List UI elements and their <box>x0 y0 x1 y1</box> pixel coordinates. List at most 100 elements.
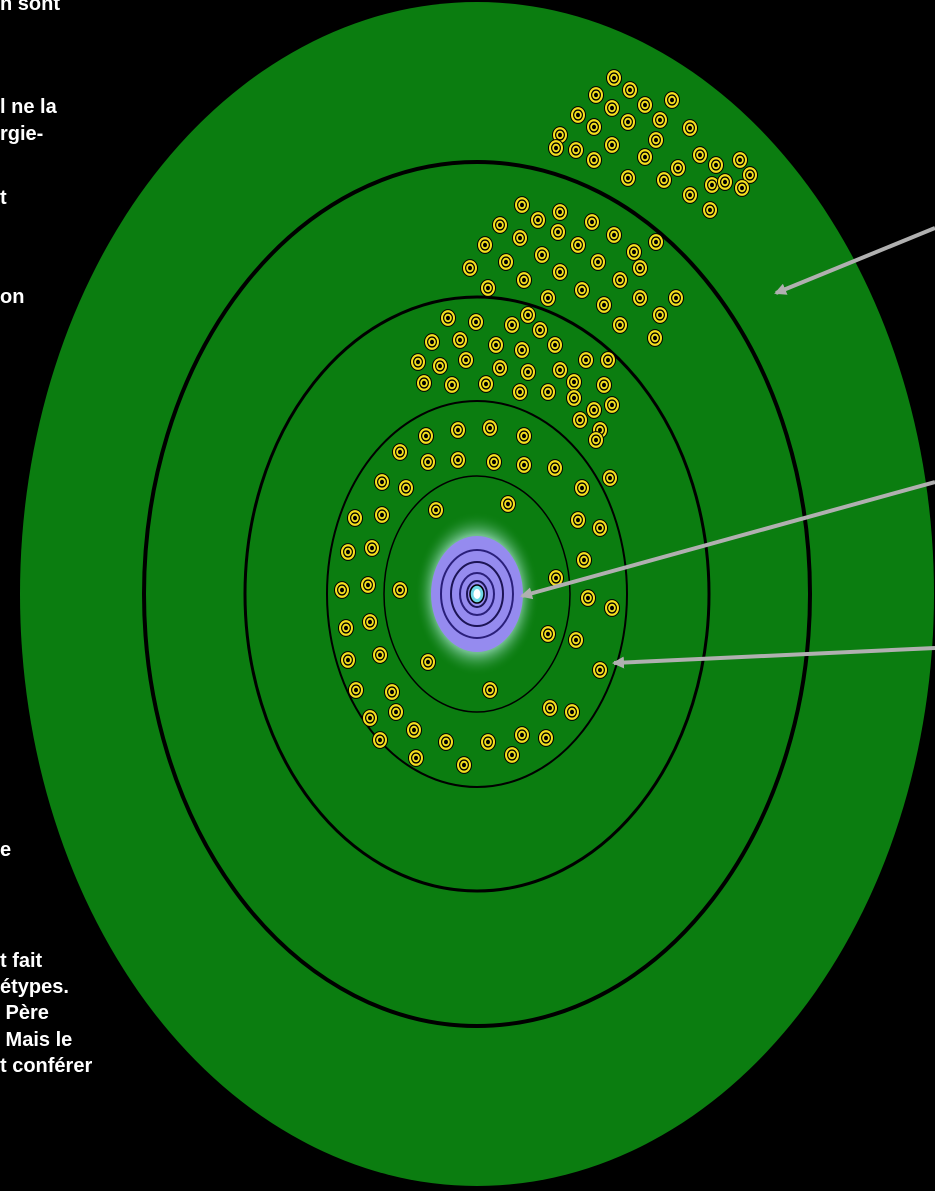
soul-dot <box>452 331 468 349</box>
soul-dot <box>360 576 376 594</box>
soul-dot <box>626 243 642 261</box>
soul-dot <box>620 169 636 187</box>
soul-dot <box>462 259 478 277</box>
soul-dot <box>704 176 720 194</box>
soul-dot <box>586 118 602 136</box>
soul-dot <box>682 186 698 204</box>
soul-dot <box>520 306 536 324</box>
arrow-to-inner-dot <box>612 646 935 669</box>
soul-dot <box>604 99 620 117</box>
soul-dot <box>620 113 636 131</box>
soul-dot <box>516 271 532 289</box>
soul-dot <box>734 179 750 197</box>
soul-dot <box>632 259 648 277</box>
soul-dot <box>732 151 748 169</box>
soul-dot <box>488 336 504 354</box>
soul-dot <box>604 136 620 154</box>
soul-dot <box>604 599 620 617</box>
soul-dot <box>408 749 424 767</box>
soul-dot <box>637 96 653 114</box>
soul-dot <box>424 333 440 351</box>
text-fragment: e <box>0 839 12 861</box>
soul-dot <box>604 396 620 414</box>
soul-dot <box>398 479 414 497</box>
soul-dot <box>547 459 563 477</box>
soul-dot <box>670 159 686 177</box>
soul-dot <box>568 631 584 649</box>
soul-dot <box>456 756 472 774</box>
soul-dot <box>514 726 530 744</box>
soul-dot <box>550 223 566 241</box>
soul-dot <box>468 313 484 331</box>
soul-dot <box>622 81 638 99</box>
text-fragment: n sont <box>0 0 60 15</box>
soul-dot <box>374 473 390 491</box>
soul-dot <box>530 211 546 229</box>
soul-dot <box>552 203 568 221</box>
soul-dot <box>588 431 604 449</box>
soul-dot <box>590 253 606 271</box>
soul-dot <box>664 91 680 109</box>
soul-dot <box>514 341 530 359</box>
soul-dot <box>542 699 558 717</box>
soul-dot <box>576 551 592 569</box>
soul-dot <box>406 721 422 739</box>
soul-dot <box>534 246 550 264</box>
soul-dot <box>492 216 508 234</box>
soul-dot <box>600 351 616 369</box>
orbit-ring-2 <box>243 295 711 893</box>
soul-dot <box>340 651 356 669</box>
soul-dot <box>612 316 628 334</box>
dot-field <box>334 69 758 774</box>
soul-dot <box>340 543 356 561</box>
core-nucleus <box>473 589 481 599</box>
soul-dot <box>592 519 608 537</box>
soul-dot <box>602 469 618 487</box>
soul-dot <box>648 233 664 251</box>
soul-dot <box>708 156 724 174</box>
soul-dot <box>540 625 556 643</box>
soul-dot <box>520 363 536 381</box>
soul-dot <box>478 375 494 393</box>
soul-dot <box>384 683 400 701</box>
soul-dot <box>532 321 548 339</box>
soul-dot <box>656 171 672 189</box>
orbit-ring-4 <box>383 475 571 713</box>
soul-dot <box>428 501 444 519</box>
soul-dot <box>458 351 474 369</box>
soul-dot <box>586 151 602 169</box>
soul-dot <box>647 329 663 347</box>
soul-dot <box>717 173 733 191</box>
soul-dot <box>514 196 530 214</box>
arrow-to-outer-band <box>774 226 935 295</box>
soul-dot <box>652 111 668 129</box>
soul-dot <box>538 729 554 747</box>
soul-dot <box>388 703 404 721</box>
text-fragment: Père <box>0 1002 49 1024</box>
soul-dot <box>606 226 622 244</box>
soul-dot <box>652 306 668 324</box>
soul-dot <box>586 401 602 419</box>
soul-dot <box>450 421 466 439</box>
soul-dot <box>580 589 596 607</box>
soul-dot <box>482 419 498 437</box>
soul-dot <box>574 479 590 497</box>
soul-dot <box>584 213 600 231</box>
text-fragment: on <box>0 286 25 308</box>
soul-dot <box>440 309 456 327</box>
soul-dot <box>637 148 653 166</box>
soul-dot <box>438 733 454 751</box>
soul-dot <box>570 236 586 254</box>
soul-dot <box>480 279 496 297</box>
soul-dot <box>444 376 460 394</box>
text-fragment: l ne la <box>0 96 57 118</box>
text-fragment: étypes. <box>0 976 69 998</box>
soul-dot <box>372 646 388 664</box>
soul-dot <box>486 453 502 471</box>
text-fragment: t conférer <box>0 1055 93 1077</box>
soul-dot <box>420 453 436 471</box>
soul-dot <box>548 569 564 587</box>
soul-dot <box>498 253 514 271</box>
soul-dot <box>334 581 350 599</box>
soul-dot <box>482 681 498 699</box>
